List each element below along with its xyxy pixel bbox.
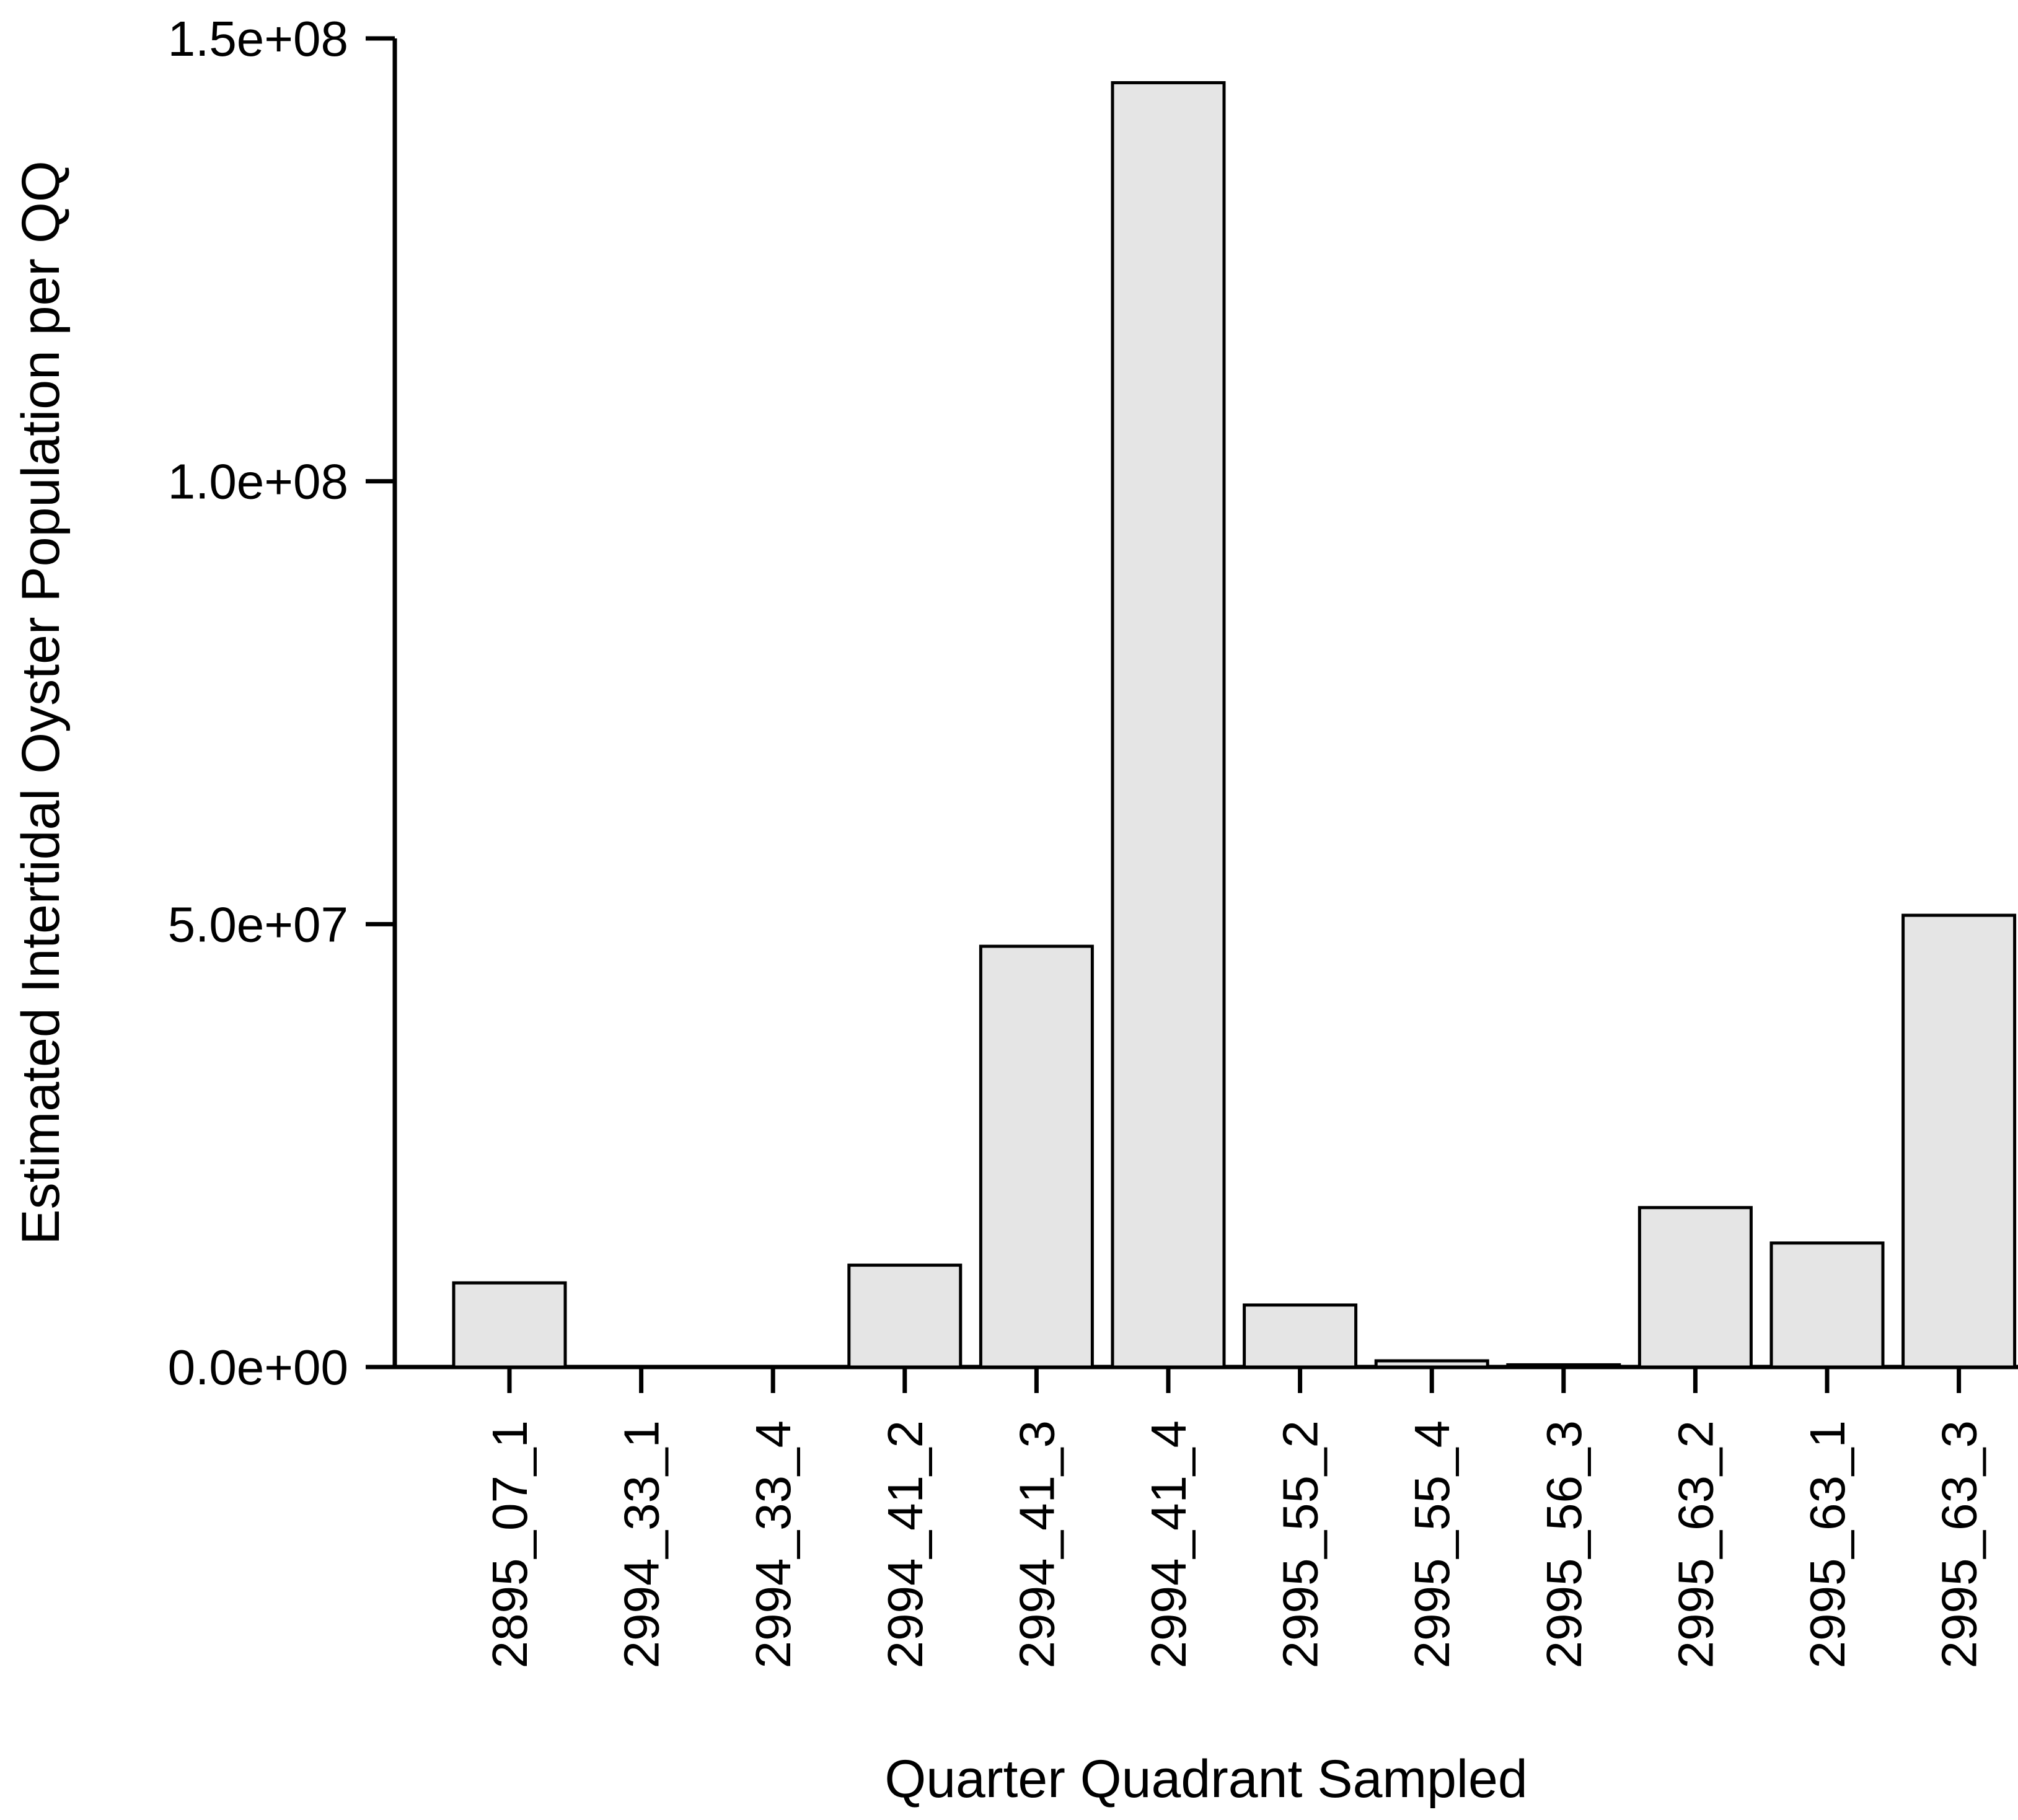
bar-2994_41_2 (847, 1264, 963, 1369)
x-tick-label: 2994_33_4 (746, 1420, 801, 1668)
x-tick-label: 2994_41_3 (1009, 1420, 1064, 1668)
bar-2995_63_3 (1901, 913, 2017, 1369)
y-tick-label: 0.0e+00 (168, 1340, 348, 1395)
x-tick-label: 2995_55_4 (1404, 1420, 1460, 1668)
y-axis-title: Estimated Intertidal Oyster Population p… (11, 160, 71, 1244)
x-tick-label: 2994_41_2 (878, 1420, 933, 1668)
bar-2995_56_3 (1506, 1363, 1621, 1369)
x-tick-label: 2994_41_4 (1141, 1420, 1196, 1668)
y-tick-label: 1.0e+08 (168, 454, 348, 509)
plot-area: 0.0e+00 5.0e+07 1.0e+08 1.5e+08 2895_07_1 299… (168, 11, 2018, 1668)
x-tick-label: 2995_63_3 (1932, 1420, 1987, 1668)
y-tick-label: 5.0e+07 (168, 897, 348, 952)
x-tick-label: 2995_63_2 (1668, 1420, 1723, 1668)
x-axis-title: Quarter Quadrant Sampled (884, 1749, 1527, 1809)
bar-2994_41_3 (979, 944, 1094, 1369)
bar-2895_07_1 (452, 1281, 567, 1369)
bar-2995_55_4 (1374, 1359, 1489, 1369)
bar-2995_55_2 (1243, 1303, 1358, 1369)
bar-2995_63_2 (1637, 1206, 1753, 1369)
y-tick-label: 1.5e+08 (168, 11, 348, 66)
bar-2995_63_1 (1769, 1241, 1885, 1369)
bar-2994_41_4 (1111, 81, 1226, 1369)
x-tick-label: 2994_33_1 (614, 1420, 669, 1668)
x-tick-label: 2895_07_1 (482, 1420, 537, 1668)
x-tick-label: 2995_56_3 (1536, 1420, 1592, 1668)
x-tick-label: 2995_63_1 (1800, 1420, 1855, 1668)
x-tick-label: 2995_55_2 (1273, 1420, 1328, 1668)
